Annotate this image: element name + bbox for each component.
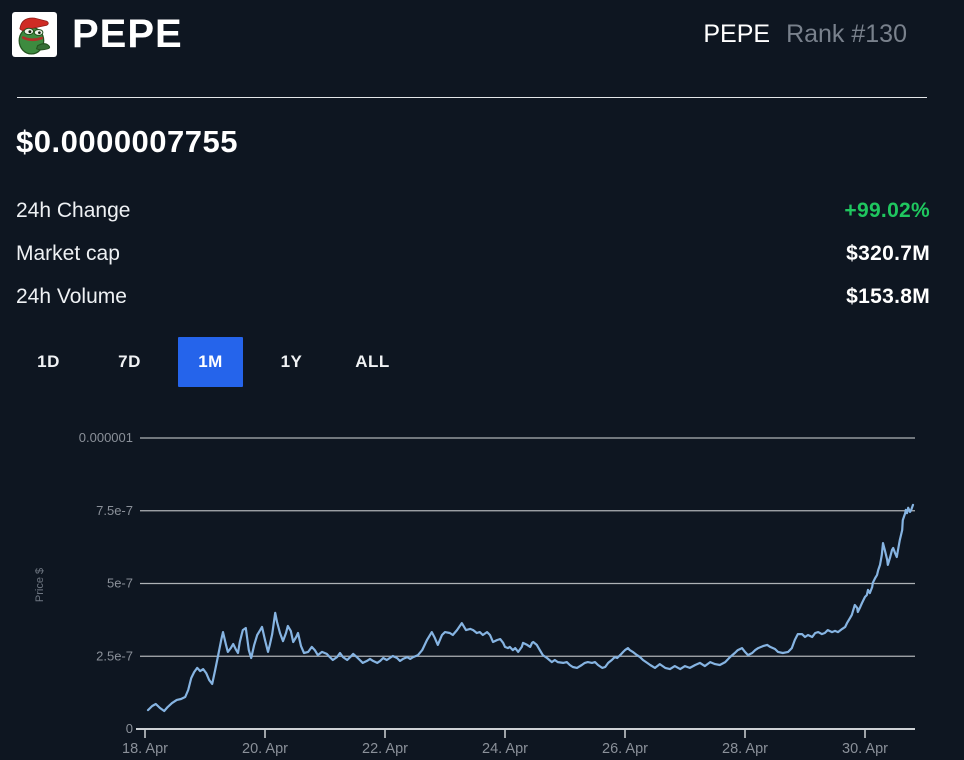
- y-tick-label: 0: [126, 721, 133, 736]
- header-divider: [17, 97, 927, 98]
- header-right: PEPE Rank #130: [703, 20, 907, 49]
- y-tick-label: 5e-7: [107, 576, 133, 591]
- stat-row-24h-volume: 24h Volume $153.8M: [16, 275, 930, 318]
- y-tick-label: 2.5e-7: [96, 648, 133, 663]
- page-title: PEPE: [72, 11, 183, 56]
- range-button-1m[interactable]: 1M: [178, 337, 243, 387]
- stat-label: 24h Volume: [16, 284, 127, 308]
- range-button-all[interactable]: ALL: [340, 337, 405, 387]
- x-tick-label: 20. Apr: [242, 741, 288, 757]
- range-button-1y[interactable]: 1Y: [259, 337, 324, 387]
- y-tick-label: 7.5e-7: [96, 503, 133, 518]
- stat-value-market-cap: $320.7M: [846, 241, 930, 265]
- stats-list: 24h Change +99.02% Market cap $320.7M 24…: [16, 189, 930, 318]
- header: PEPE PEPE Rank #130: [12, 8, 907, 60]
- stat-value-volume: $153.8M: [846, 284, 930, 308]
- price-line-series: [146, 503, 915, 713]
- y-axis-title: Price $: [34, 568, 46, 602]
- coin-rank-badge: Rank #130: [786, 19, 907, 48]
- header-left: PEPE: [12, 11, 183, 57]
- price-chart[interactable]: 18. Apr 20. Apr 22. Apr 24. Apr 26. Apr 28. A…: [0, 420, 964, 760]
- stat-row-24h-change: 24h Change +99.02%: [16, 189, 930, 232]
- x-tick-label: 26. Apr: [602, 741, 648, 757]
- range-selector: 1D 7D 1M 1Y ALL: [16, 337, 405, 387]
- x-tick-label: 22. Apr: [362, 741, 408, 757]
- range-button-1d[interactable]: 1D: [16, 337, 81, 387]
- range-button-7d[interactable]: 7D: [97, 337, 162, 387]
- coin-symbol: PEPE: [703, 19, 771, 48]
- x-tick-label: 30. Apr: [842, 741, 888, 757]
- stat-value-change: +99.02%: [844, 198, 930, 222]
- stat-row-market-cap: Market cap $320.7M: [16, 232, 930, 275]
- x-tick-label: 28. Apr: [722, 741, 768, 757]
- stat-label: Market cap: [16, 241, 120, 265]
- pepe-frog-icon: [12, 11, 57, 57]
- x-tick-label: 24. Apr: [482, 741, 528, 757]
- stat-label: 24h Change: [16, 198, 131, 222]
- x-tick-label: 18. Apr: [122, 741, 168, 757]
- y-tick-label: 0.000001: [79, 430, 133, 445]
- current-price: $0.0000007755: [16, 124, 239, 159]
